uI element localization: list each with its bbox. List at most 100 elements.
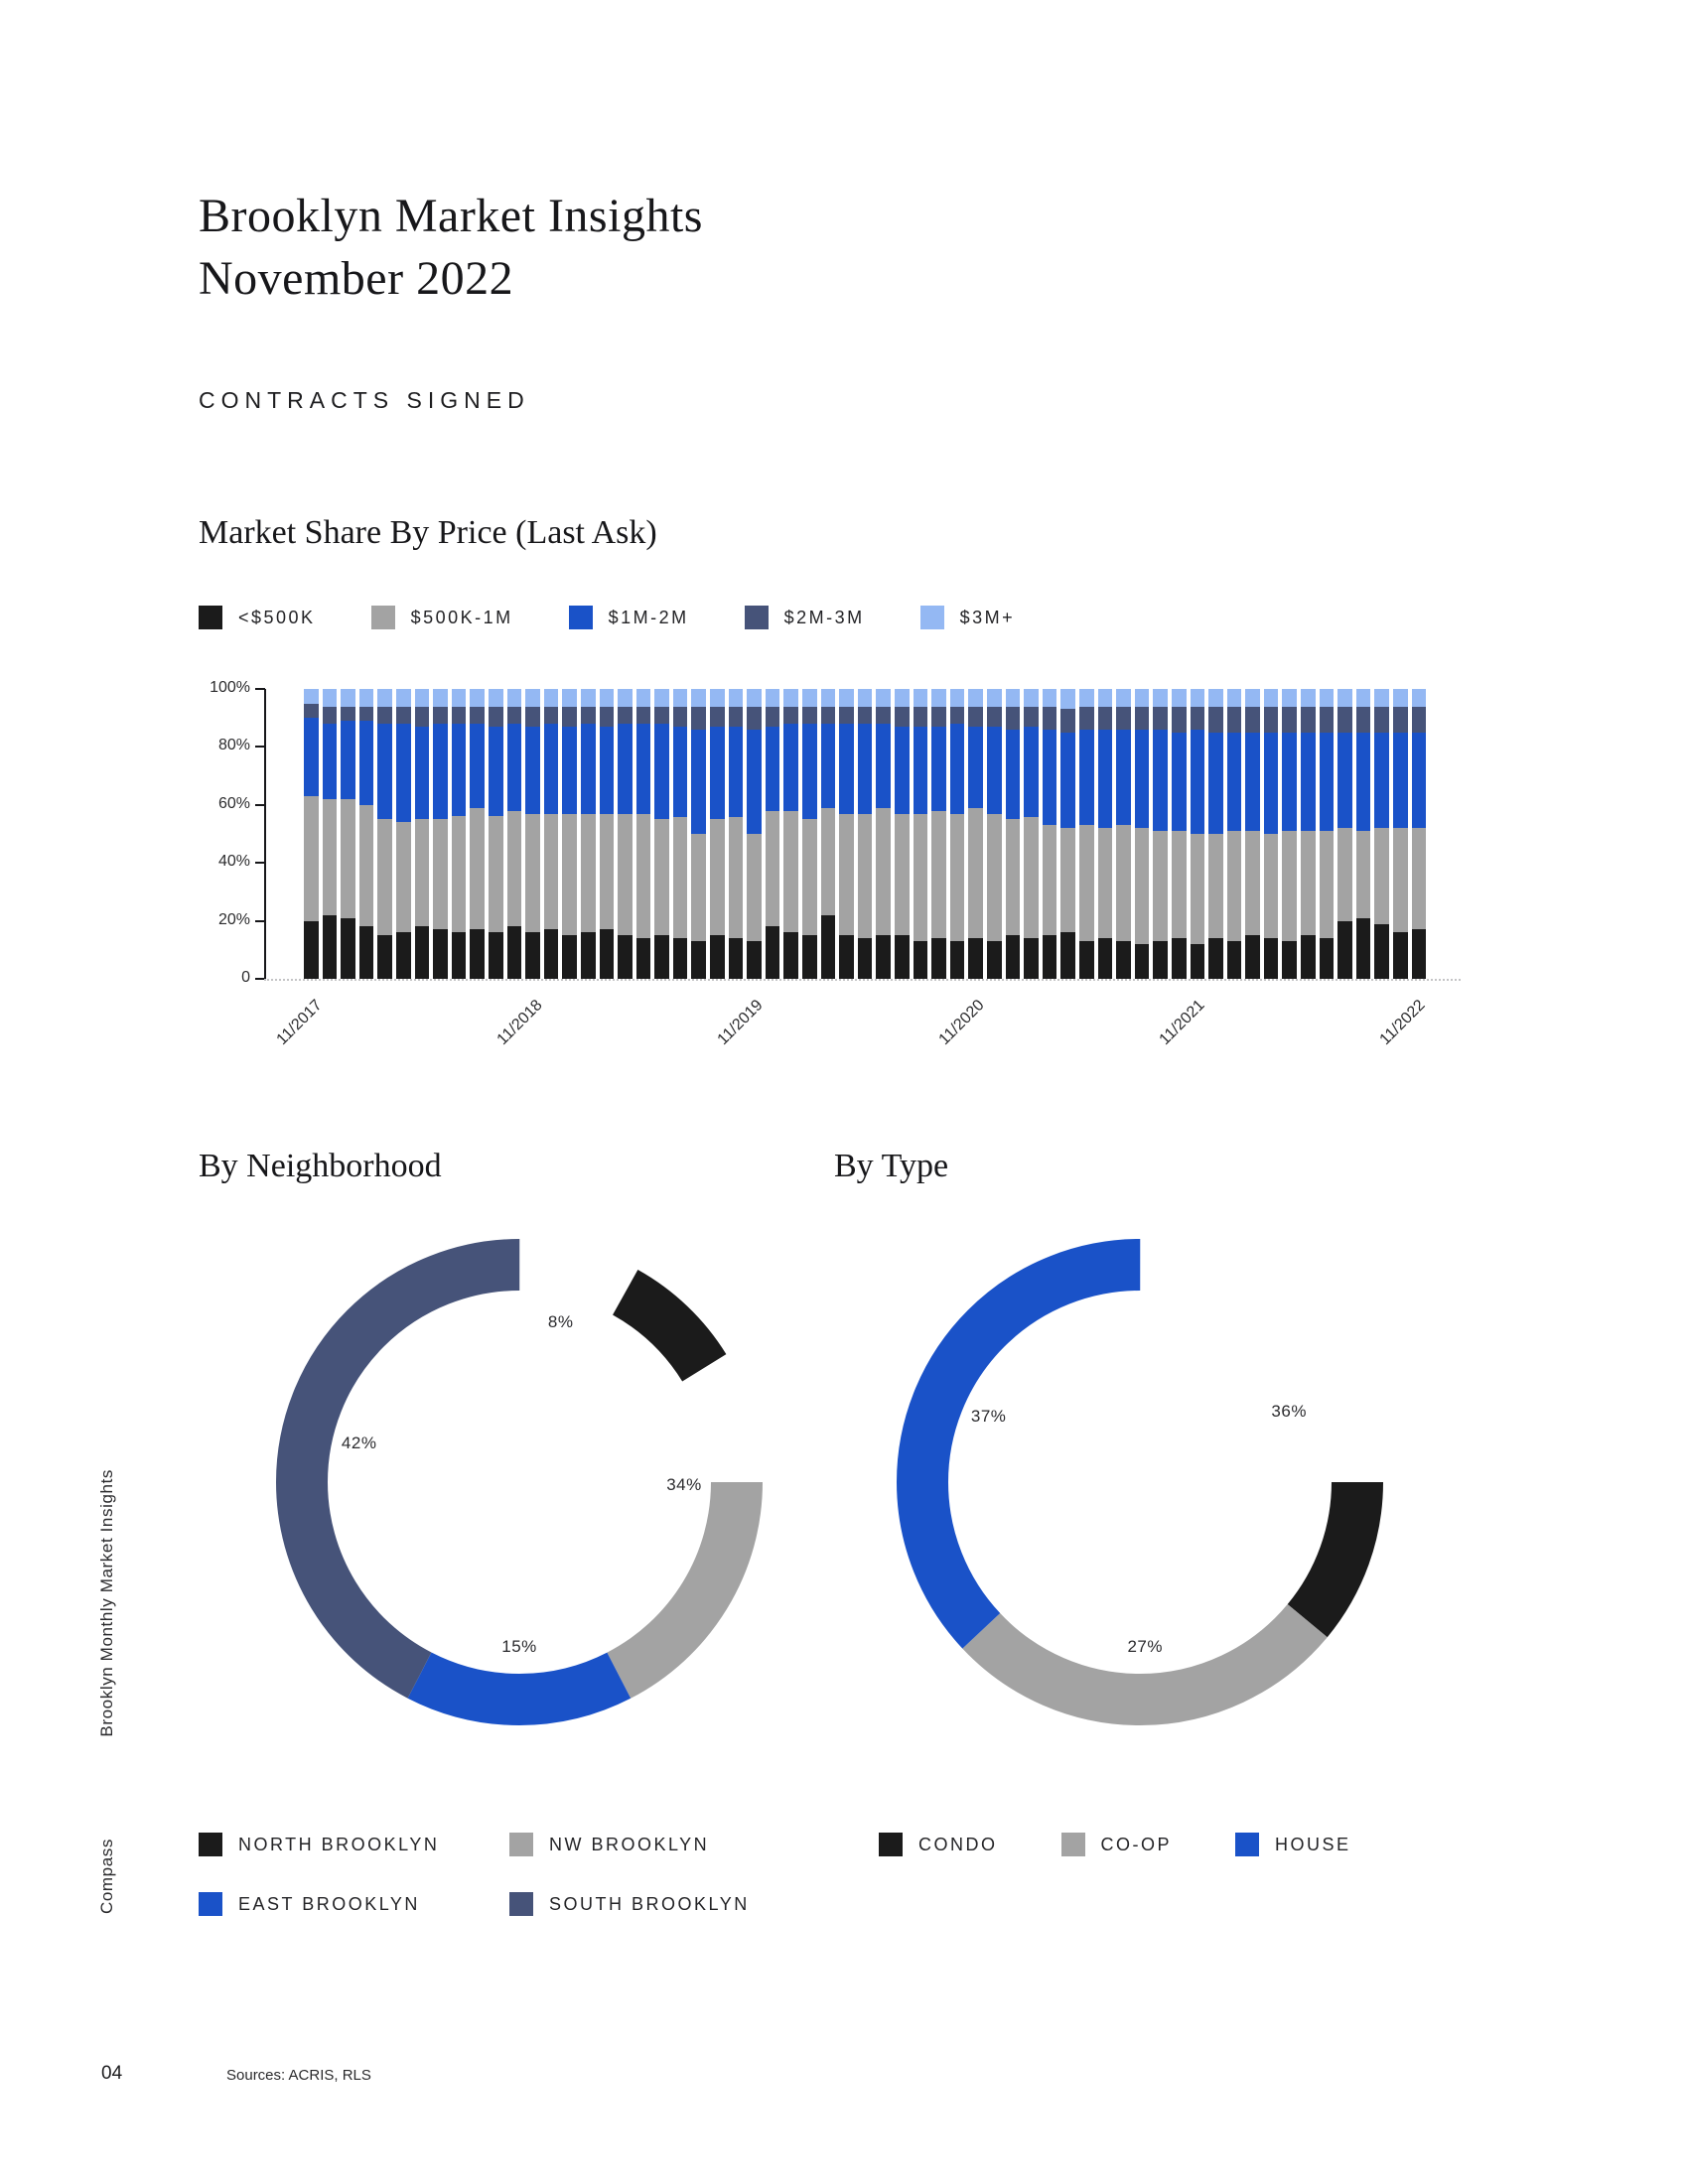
legend-item: EAST BROOKLYN — [199, 1892, 509, 1916]
bar-1-2021 — [1005, 689, 1021, 979]
bar-segment — [802, 689, 817, 707]
bar-9-2020 — [931, 689, 946, 979]
bar-segment — [820, 706, 836, 725]
bar-segment — [451, 932, 467, 979]
bar-segment — [1134, 729, 1150, 829]
donut-chart-neighborhood: 8% 34% 15% 42% — [276, 1239, 763, 1725]
bar-segment — [986, 941, 1002, 979]
bar-segment — [1134, 706, 1150, 730]
bar-segment — [341, 721, 355, 799]
bar-segment — [506, 689, 522, 707]
bar-segment — [525, 813, 540, 933]
bar-segment — [710, 726, 725, 820]
legend-label: $1M-2M — [608, 607, 689, 627]
bar-segment — [1245, 935, 1260, 979]
bar-segment — [506, 810, 522, 927]
bar-segment — [949, 689, 965, 707]
bar-segment — [765, 726, 780, 811]
bar-segment — [543, 689, 559, 707]
bar-segment — [747, 729, 762, 835]
bar-10-2021 — [1171, 689, 1187, 979]
donut-segment-east-brooklyn — [276, 1239, 763, 1725]
bar-segment — [857, 813, 873, 939]
legend-label: CO-OP — [1100, 1834, 1173, 1854]
bar-segment — [341, 706, 355, 722]
bar-segment — [1171, 706, 1187, 733]
bar-segment — [322, 724, 338, 799]
y-axis-label: 60% — [217, 794, 250, 812]
neighborhood-legend: NORTH BROOKLYN NW BROOKLYN EAST BROOKLYN SO… — [199, 1833, 750, 1916]
bar-segment — [599, 689, 615, 707]
bar-segment — [949, 706, 965, 725]
y-axis-label: 80% — [217, 737, 250, 754]
bar-segment — [895, 935, 910, 979]
bar-segment — [1263, 706, 1279, 733]
legend-swatch — [199, 606, 222, 629]
bar-segment — [783, 932, 799, 979]
bar-segment — [322, 689, 338, 707]
bar-3-2021 — [1042, 689, 1057, 979]
bar-segment — [580, 932, 596, 979]
donut-value-label: 36% — [1271, 1402, 1307, 1422]
bar-segment — [1116, 729, 1131, 826]
bar-segment — [672, 816, 688, 939]
bar-segment — [839, 706, 854, 725]
bar-segment — [1226, 941, 1242, 979]
bar-segment — [1208, 938, 1223, 979]
bar-segment — [488, 706, 503, 727]
bar-12-2019 — [765, 689, 780, 979]
legend-swatch — [370, 606, 395, 629]
bar-segment — [949, 941, 965, 979]
bar-segment — [710, 689, 725, 707]
bar-segment — [1282, 732, 1298, 832]
bar-segment — [1263, 938, 1279, 979]
bar-1-2018 — [341, 689, 355, 979]
bar-7-2020 — [895, 689, 910, 979]
bar-segment — [839, 813, 854, 936]
bar-segment — [876, 689, 891, 707]
bar-segment — [1042, 825, 1057, 936]
bar-3-2020 — [820, 689, 836, 979]
bar-8-2021 — [1134, 689, 1150, 979]
bar-10-2022 — [1393, 689, 1408, 979]
bar-segment — [341, 689, 355, 707]
bar-segment — [358, 721, 374, 805]
bar-segment — [470, 929, 485, 979]
bar-segment — [1319, 689, 1335, 707]
bar-segment — [1042, 706, 1057, 730]
bar-segment — [691, 834, 707, 942]
bar-segment — [839, 935, 854, 979]
bar-chart-legend: <$500K $500K-1M $1M-2M $2M-3M $3M+ — [199, 606, 1015, 629]
page-title-line1: Brooklyn Market Insights — [199, 190, 703, 242]
bar-segment — [1153, 729, 1168, 832]
bar-segment — [377, 689, 392, 707]
bar-segment — [1190, 729, 1205, 835]
page-title-line2: November 2022 — [199, 252, 514, 306]
bar-segment — [470, 689, 485, 707]
bar-segment — [433, 724, 448, 820]
bar-segment — [765, 810, 780, 927]
x-axis-label: 11/2022 — [1376, 997, 1429, 1049]
bar-10-2018 — [506, 689, 522, 979]
legend-item: CO-OP — [1060, 1833, 1173, 1856]
bar-segment — [304, 718, 319, 797]
donut-segment-condo — [897, 1239, 1383, 1725]
bar-segment — [913, 726, 928, 814]
bar-segment — [931, 810, 946, 939]
bar-1-2022 — [1226, 689, 1242, 979]
legend-swatch — [509, 1892, 533, 1916]
bar-2-2019 — [580, 689, 596, 979]
bar-segment — [1171, 732, 1187, 832]
bar-segment — [949, 724, 965, 814]
bar-segment — [1301, 732, 1316, 832]
bar-segment — [433, 706, 448, 725]
bar-segment — [562, 726, 577, 814]
bar-segment — [986, 813, 1002, 942]
legend-item: $1M-2M — [568, 606, 689, 629]
bar-segment — [1005, 706, 1021, 730]
bar-segment — [395, 689, 411, 707]
bar-segment — [1042, 935, 1057, 979]
bar-segment — [358, 926, 374, 979]
bar-segment — [1097, 938, 1113, 979]
bar-segment — [1337, 706, 1352, 733]
